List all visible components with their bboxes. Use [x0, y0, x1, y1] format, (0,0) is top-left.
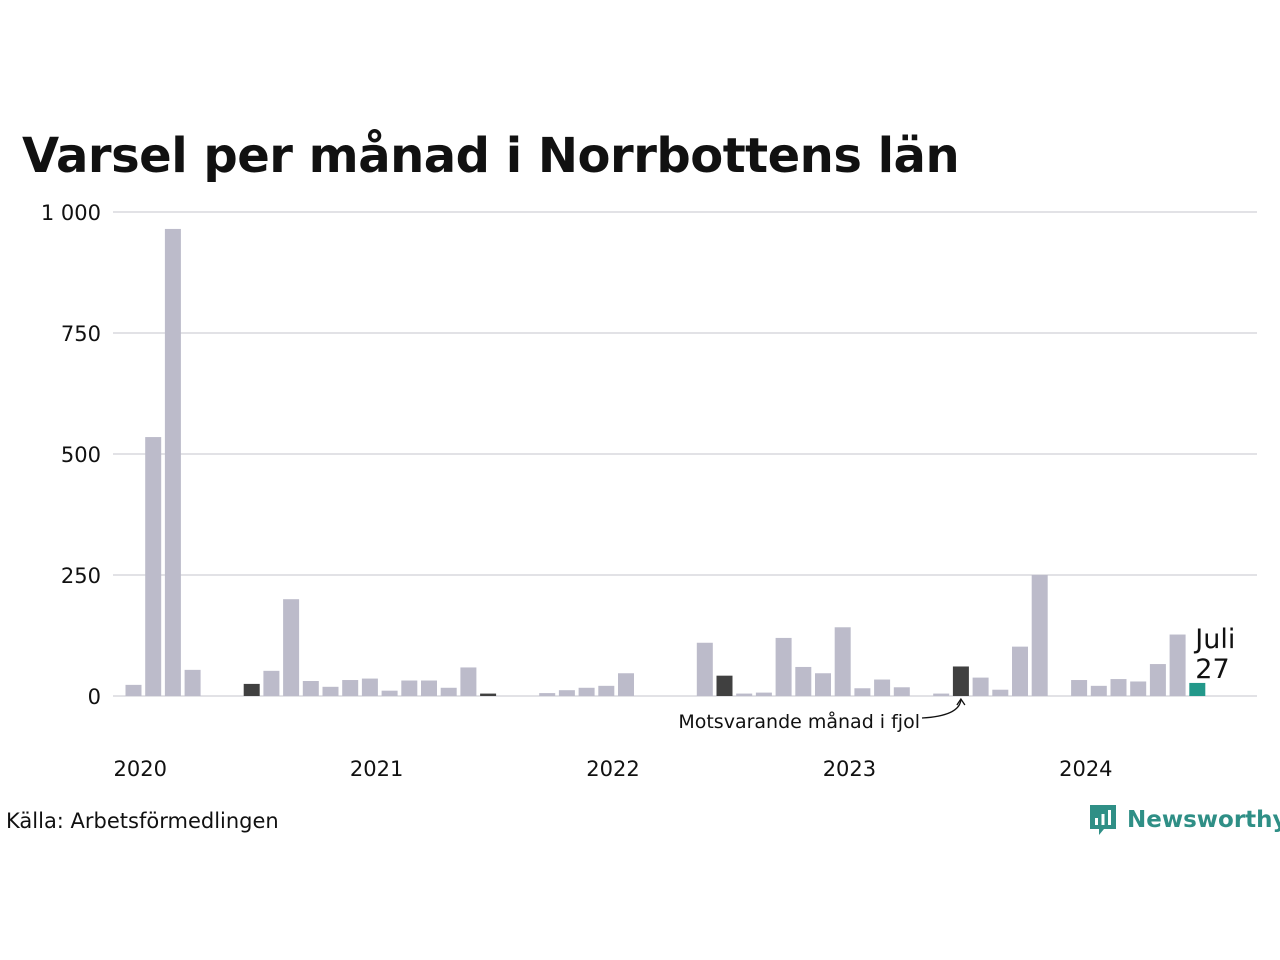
bar [1012, 646, 1028, 696]
annotation-arrowhead [956, 697, 966, 706]
bar [933, 693, 950, 696]
bar [184, 669, 201, 696]
x-axis-ticks: 2020 2021 2022 2023 2024 [114, 757, 1113, 781]
bar [125, 684, 142, 696]
bar-same-month-previous-year [243, 683, 260, 696]
bar-same-month-previous-year [480, 693, 497, 696]
bar [421, 680, 437, 696]
bar [1071, 680, 1088, 696]
brand-name: Newsworthy [1127, 807, 1280, 833]
bar [992, 689, 1009, 696]
bar [302, 680, 319, 696]
bar [834, 627, 851, 696]
bar [1130, 681, 1147, 696]
bar [381, 690, 398, 696]
annotation-text: Motsvarande månad i fjol [678, 710, 920, 733]
bar [815, 673, 831, 696]
bar-same-month-previous-year [716, 675, 733, 696]
bar [1169, 634, 1186, 696]
bar [283, 599, 300, 696]
x-tick-label: 2022 [586, 757, 639, 781]
bar [755, 692, 772, 696]
bar [164, 228, 181, 696]
bar [361, 678, 378, 696]
x-tick-label: 2020 [114, 757, 167, 781]
current-month-label: Juli [1193, 624, 1235, 655]
x-tick-label: 2023 [823, 757, 876, 781]
bar [736, 693, 753, 696]
bar [1149, 664, 1166, 696]
bar [558, 690, 575, 696]
y-tick-label: 250 [61, 564, 101, 588]
bar [854, 688, 871, 696]
chart-title: Varsel per månad i Norrbottens län [22, 128, 960, 184]
bar [401, 680, 418, 696]
bar [263, 670, 280, 696]
bar [618, 673, 634, 696]
x-tick-label: 2021 [350, 757, 403, 781]
bar [795, 666, 812, 696]
brand: Newsworthy [1088, 803, 1280, 837]
bar [322, 686, 339, 696]
bars [125, 228, 1206, 696]
bar [874, 679, 891, 696]
bar [578, 687, 595, 696]
y-tick-label: 500 [61, 443, 101, 467]
bar [1090, 685, 1107, 696]
bar [440, 687, 457, 696]
bar [1031, 575, 1048, 696]
bar [775, 637, 792, 696]
bar-current-month [1189, 682, 1206, 696]
bar [598, 685, 615, 696]
bar-same-month-previous-year [952, 666, 969, 696]
newsworthy-logo-icon [1090, 805, 1116, 835]
bar [696, 642, 713, 696]
y-tick-label: 750 [61, 322, 101, 346]
x-tick-label: 2024 [1059, 757, 1112, 781]
bar [972, 677, 989, 696]
current-value-label: 27 [1195, 654, 1229, 685]
bar [342, 680, 359, 696]
bar [460, 667, 477, 696]
bar [893, 687, 910, 696]
y-tick-label: 1 000 [41, 201, 101, 225]
bar [1110, 679, 1127, 696]
bar [539, 693, 556, 696]
bar [145, 437, 162, 696]
source-note: Källa: Arbetsförmedlingen [6, 809, 279, 833]
annotation-arrow [921, 699, 962, 719]
y-axis-ticks: 0 250 500 750 1 000 [41, 201, 101, 709]
y-tick-label: 0 [88, 685, 101, 709]
